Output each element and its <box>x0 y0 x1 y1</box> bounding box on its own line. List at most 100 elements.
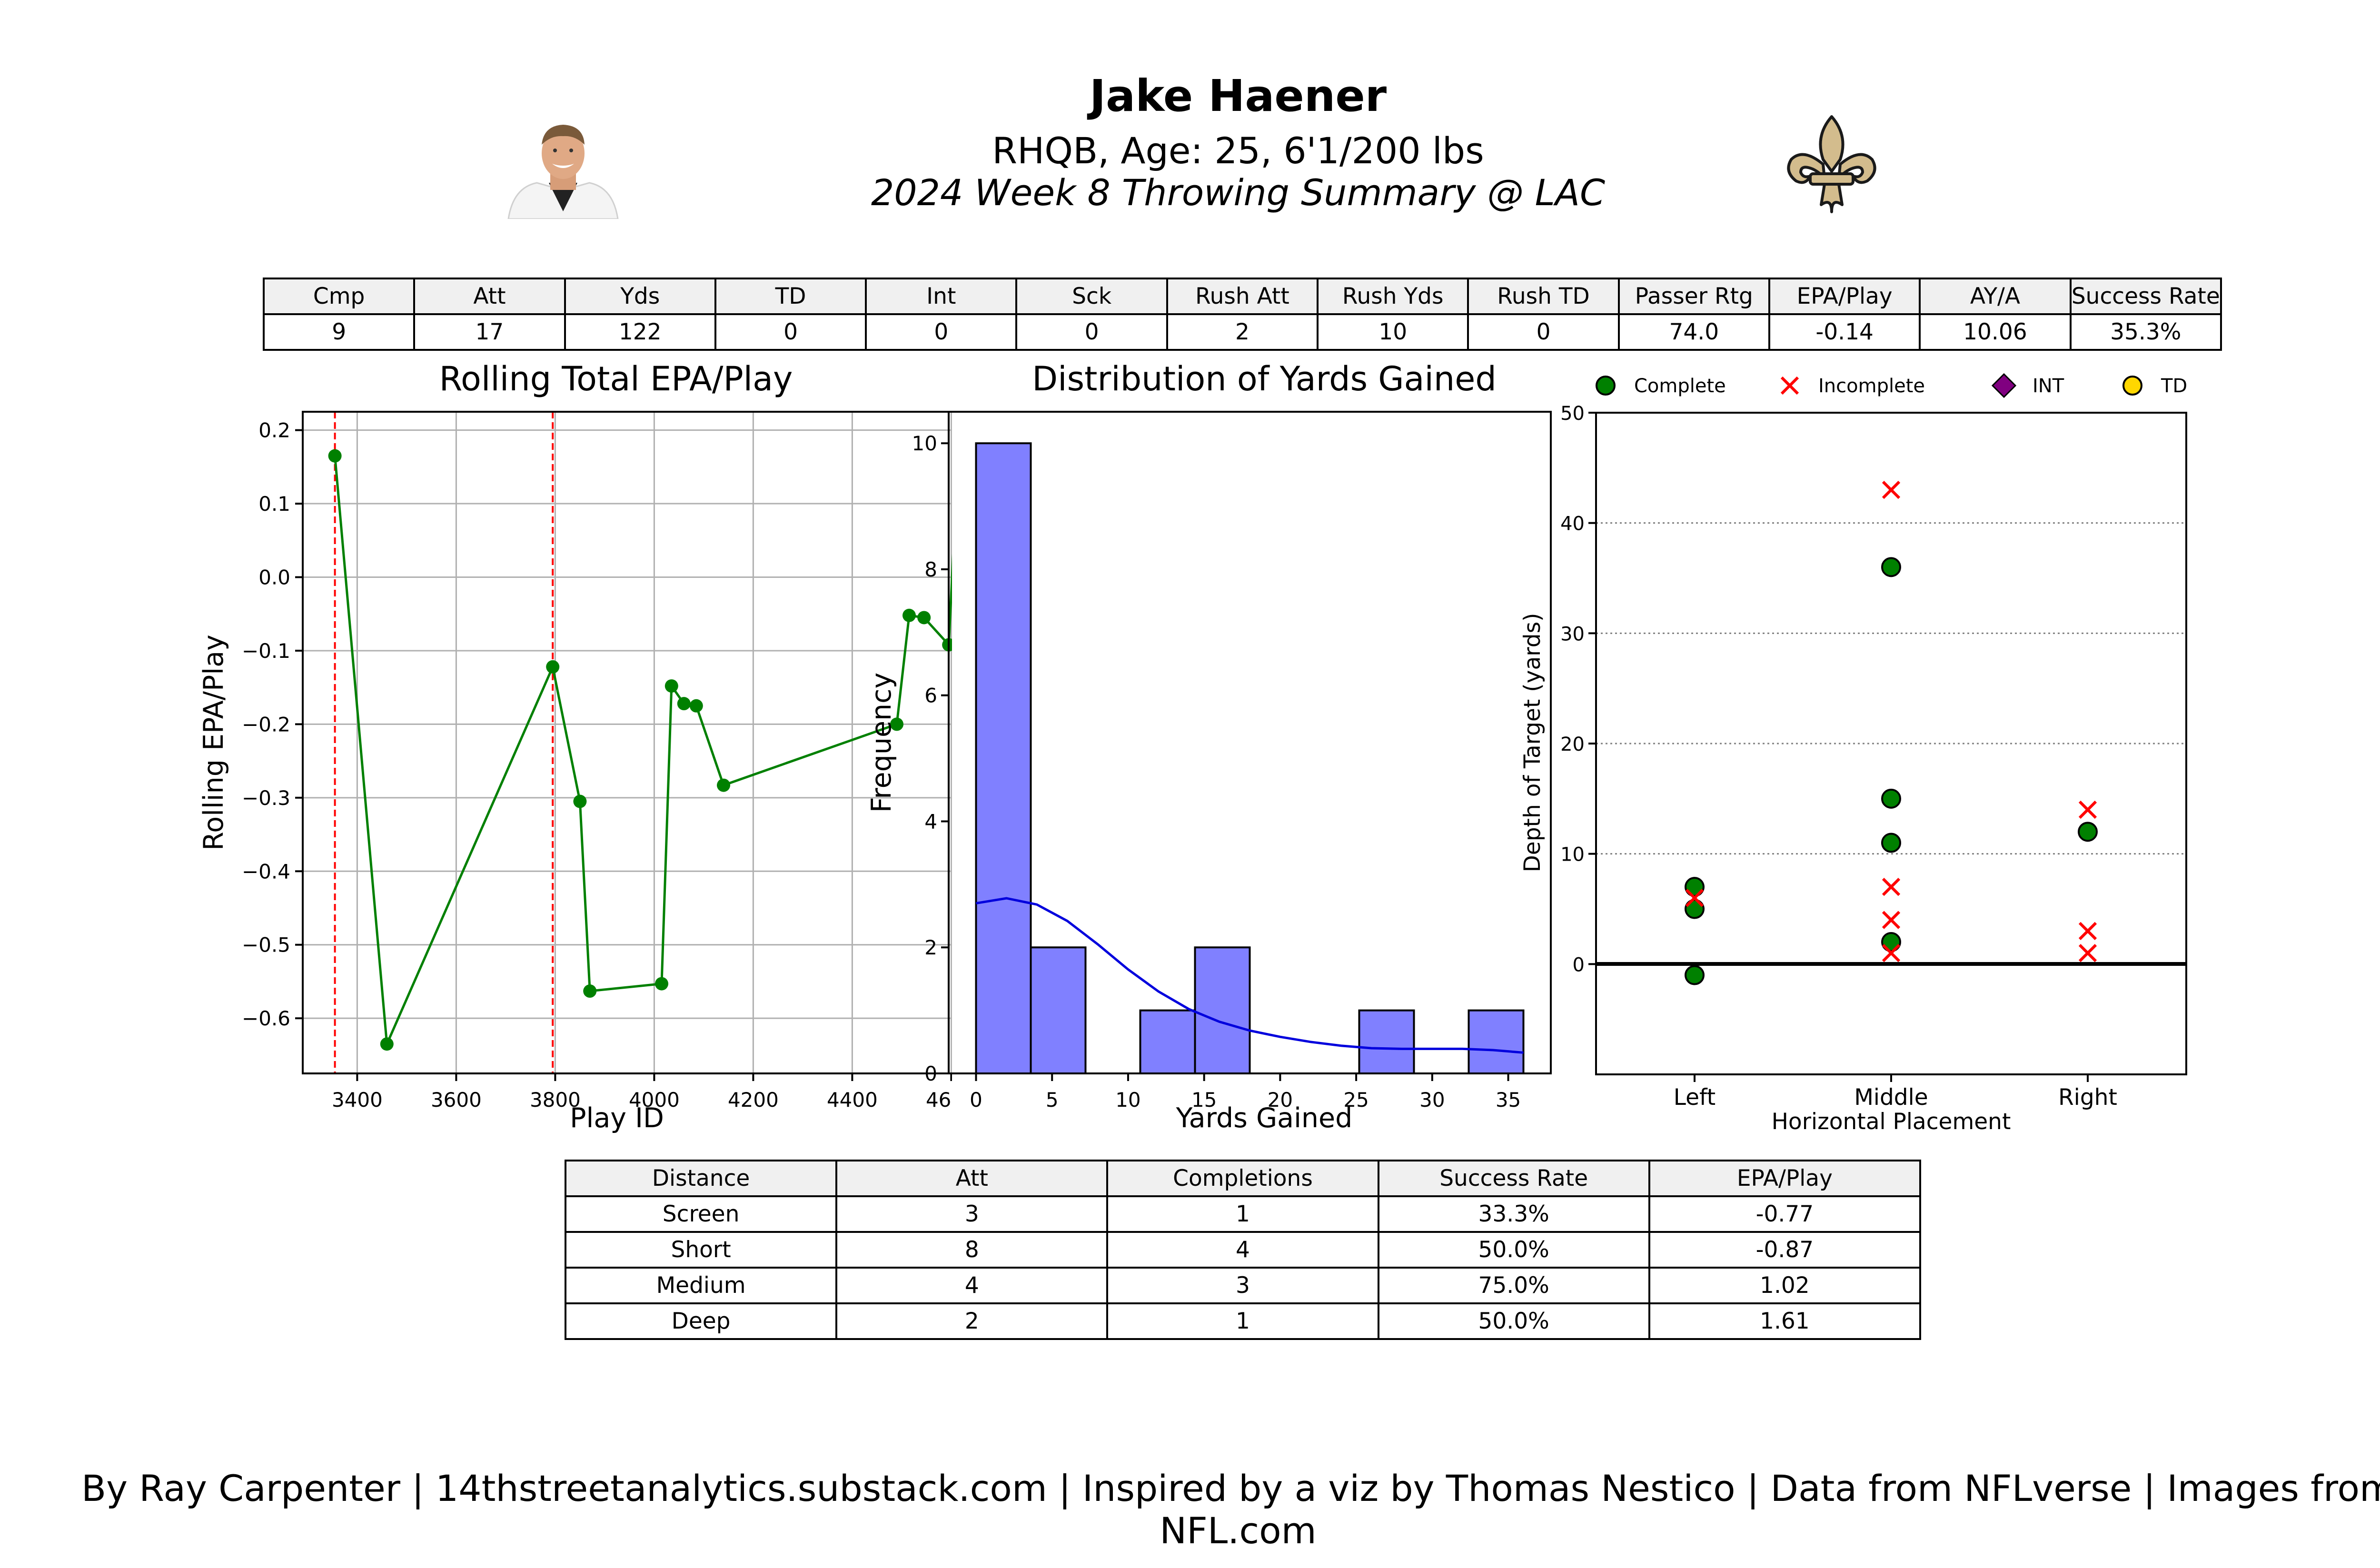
scatter-x-tick-label: Middle <box>1854 1084 1928 1111</box>
distance-cell: 75.0% <box>1377 1267 1650 1304</box>
hist-bar <box>1194 946 1251 1074</box>
epa-x-tick-label: 4400 <box>827 1088 878 1111</box>
hist-y-axis-label: Frequency <box>866 673 897 813</box>
incomplete-point <box>1685 889 1704 907</box>
legend-label: Complete <box>1634 375 1726 397</box>
hist-y-tick-label: 0 <box>924 1062 937 1085</box>
distance-header-cell: Distance <box>564 1160 838 1197</box>
hist-x-tick-label: 0 <box>970 1088 982 1111</box>
epa-y-tick-label: −0.4 <box>242 860 290 883</box>
hist-x-tick-label: 20 <box>1268 1088 1293 1111</box>
stats-header-cell: Passer Rtg <box>1617 278 1770 315</box>
stats-header-cell: Success Rate <box>2069 278 2222 315</box>
stats-cell: 2 <box>1166 313 1319 351</box>
distance-row: Deep 2 1 50.0% 1.61 <box>564 1302 1922 1340</box>
hist-x-tick-label: 10 <box>1115 1088 1140 1111</box>
epa-point <box>328 449 342 463</box>
hist-x-tick-label: 30 <box>1419 1088 1445 1111</box>
distance-cell: 50.0% <box>1377 1302 1650 1340</box>
stats-header-cell: Rush Yds <box>1317 278 1469 315</box>
scatter-y-axis-label: Depth of Target (yards) <box>1519 613 1546 873</box>
scatter-x-tick-label: Left <box>1674 1084 1716 1111</box>
epa-point <box>546 660 560 674</box>
stats-cell: 9 <box>262 313 416 351</box>
hist-y-tick-label: 10 <box>912 432 937 455</box>
epa-x-tick-label: 4000 <box>629 1088 680 1111</box>
distance-cell: 1 <box>1106 1302 1379 1340</box>
distance-cell: 4 <box>835 1267 1109 1304</box>
hist-x-tick-label: 35 <box>1496 1088 1521 1111</box>
distance-cell: 33.3% <box>1377 1195 1650 1233</box>
hist-bar <box>1139 1009 1196 1074</box>
stats-header-cell: Sck <box>1015 278 1168 315</box>
distance-table: Distance Att Completions Success Rate EPA/Pl… <box>564 1160 1922 1340</box>
hist-x-tick-label: 25 <box>1343 1088 1368 1111</box>
kde-curve <box>976 897 1524 1054</box>
incomplete-point <box>1882 911 1901 929</box>
stats-cell: 0 <box>714 313 867 351</box>
stats-cell: 0 <box>865 313 1018 351</box>
distance-cell: 8 <box>835 1231 1109 1269</box>
hist-y-tick-label: 4 <box>924 810 937 833</box>
epa-x-axis-label: Play ID <box>570 1102 664 1134</box>
player-bio: RHQB, Age: 25, 6'1/200 lbs <box>992 129 1484 172</box>
incomplete-point <box>2078 944 2097 963</box>
stats-header-cell: EPA/Play <box>1768 278 1921 315</box>
target-depth-scatter-chart: Left Middle Right 0 10 20 30 40 50 Complete Inco… <box>1519 373 2187 1135</box>
stats-header-cell: AY/A <box>1919 278 2072 315</box>
distance-cell: -0.87 <box>1648 1231 1922 1269</box>
complete-point <box>1881 788 1901 809</box>
rolling-epa-chart: 34003600380040004200440046004800 0.20.10… <box>198 362 952 1134</box>
stats-header-cell: Rush TD <box>1467 278 1620 315</box>
distance-cell: Medium <box>564 1267 838 1304</box>
stats-header-cell: Rush Att <box>1166 278 1319 315</box>
stats-header-cell: TD <box>714 278 867 315</box>
stats-cell: 10.06 <box>1919 313 2072 351</box>
distance-header-cell: Success Rate <box>1377 1160 1650 1197</box>
hist-chart-title: Distribution of Yards Gained <box>1032 362 1497 398</box>
scatter-y-tick-label: 0 <box>1573 954 1585 976</box>
stats-header-cell: Int <box>865 278 1018 315</box>
distance-header-cell: Completions <box>1106 1160 1379 1197</box>
distance-header-row: Distance Att Completions Success Rate EPA/Pl… <box>564 1160 1922 1197</box>
epa-x-tick-label: 4200 <box>728 1088 779 1111</box>
scatter-y-tick-label: 40 <box>1560 513 1585 535</box>
epa-point <box>689 699 703 713</box>
epa-y-tick-label: −0.5 <box>242 933 290 957</box>
epa-point <box>664 679 678 693</box>
incomplete-point <box>1882 944 1901 963</box>
distance-cell: Deep <box>564 1302 838 1340</box>
hist-y-tick-label: 2 <box>924 936 937 959</box>
distance-cell: 2 <box>835 1302 1109 1340</box>
scatter-y-tick-label: 20 <box>1560 734 1585 755</box>
legend-label: Incomplete <box>1818 375 1925 397</box>
legend-complete-marker <box>1596 376 1616 396</box>
epa-y-tick-label: −0.1 <box>242 639 290 663</box>
epa-x-tick-label: 3600 <box>431 1088 482 1111</box>
footer-credits: By Ray Carpenter | 14thstreetanalytics.s… <box>81 1467 2380 1552</box>
game-title: 2024 Week 8 Throwing Summary @ LAC <box>871 171 1606 214</box>
distance-cell: Short <box>564 1231 838 1269</box>
incomplete-point <box>2078 922 2097 940</box>
yards-histogram-chart: 0 5 10 15 20 25 30 35 0 2 4 6 8 10 Distribution of Y… <box>866 362 1552 1134</box>
hist-bar <box>1030 946 1087 1074</box>
hist-y-tick-label: 8 <box>924 558 937 581</box>
stats-cell: 35.3% <box>2069 313 2222 351</box>
stats-cell: 0 <box>1467 313 1620 351</box>
legend-label: INT <box>2033 375 2064 397</box>
incomplete-point <box>1882 481 1901 499</box>
hist-bar <box>975 442 1032 1075</box>
epa-point <box>917 611 931 625</box>
distance-cell: -0.77 <box>1648 1195 1922 1233</box>
stats-cell: 10 <box>1317 313 1469 351</box>
epa-point <box>717 778 730 792</box>
epa-x-tick-label: 3800 <box>530 1088 581 1111</box>
player-headshot-icon <box>507 125 619 219</box>
stats-cell: 17 <box>413 313 566 351</box>
scatter-y-tick-label: 50 <box>1560 403 1585 425</box>
epa-plot-frame <box>302 411 952 1074</box>
epa-point <box>380 1037 394 1051</box>
legend-label: TD <box>2161 375 2187 397</box>
hist-bar <box>1358 1009 1415 1074</box>
complete-point <box>1881 557 1901 577</box>
